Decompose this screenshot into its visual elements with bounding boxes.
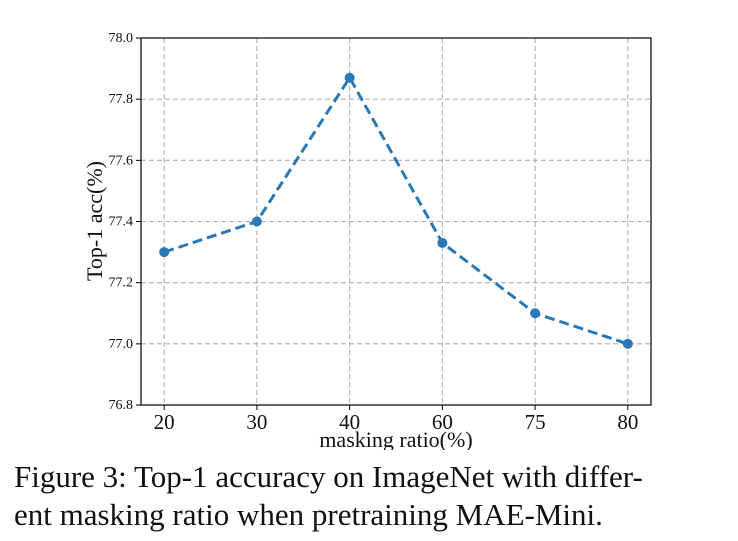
x-tick-label: 75 — [525, 410, 546, 434]
data-point — [622, 338, 633, 349]
caption-line-1: Figure 3: Top-1 accuracy on ImageNet wit… — [14, 459, 643, 494]
series-line — [163, 74, 629, 346]
x-axis-label: masking ratio(%) — [319, 427, 472, 450]
x-tick-label: 30 — [246, 410, 267, 434]
y-tick-label: 76.8 — [109, 398, 134, 413]
y-axis-label: Top-1 acc(%) — [82, 161, 107, 281]
data-point — [344, 72, 355, 83]
y-tick-label: 77.2 — [109, 276, 134, 291]
grid-lines — [141, 37, 651, 406]
caption-line-2: ent masking ratio when pretraining MAE-M… — [14, 497, 603, 532]
y-tick-label: 77.4 — [109, 215, 134, 230]
line-chart: 76.8 77.0 77.2 77.4 77.6 77.8 78.0 20 30 40 60 75 8… — [82, 31, 652, 450]
data-point — [437, 237, 448, 248]
figure-caption: Figure 3: Top-1 accuracy on ImageNet wit… — [14, 458, 730, 534]
data-point — [251, 216, 262, 227]
data-point — [530, 308, 541, 319]
x-tick-label: 80 — [617, 410, 638, 434]
y-tick-label: 77.8 — [109, 92, 134, 107]
y-tick-label: 77.0 — [109, 337, 134, 352]
y-axis-ticks: 76.8 77.0 77.2 77.4 77.6 77.8 78.0 — [109, 31, 141, 413]
x-axis-ticks: 20 30 40 60 75 80 — [154, 405, 638, 434]
x-tick-label: 40 — [339, 410, 360, 434]
x-tick-label: 60 — [432, 410, 453, 434]
plot-frame — [140, 37, 652, 406]
y-tick-label: 78.0 — [109, 31, 134, 46]
y-tick-label: 77.6 — [109, 153, 134, 168]
data-points — [159, 72, 633, 349]
x-tick-label: 20 — [154, 410, 175, 434]
data-point — [159, 247, 170, 258]
